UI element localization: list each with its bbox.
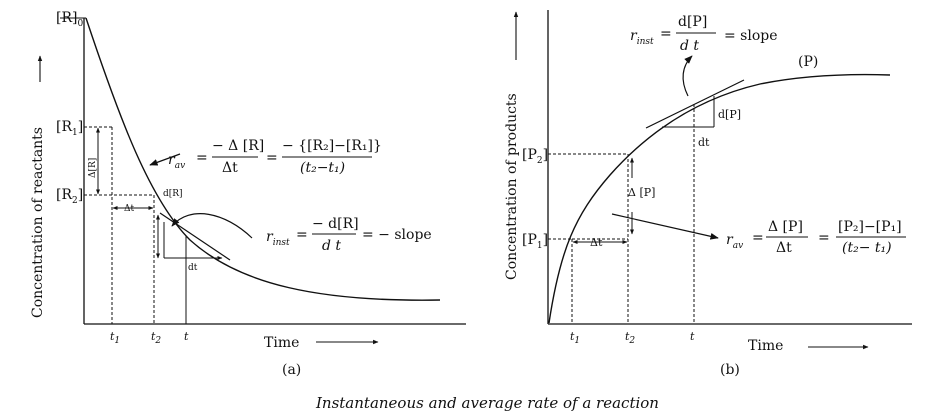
figure-caption: Instantaneous and average rate of a reac… <box>315 394 659 412</box>
reactant-curve <box>85 17 441 301</box>
r-av-eq: = <box>752 230 764 246</box>
dt-label: dt <box>188 263 198 273</box>
y-axis-title: Concentration of reactants <box>30 127 46 318</box>
r-av-numerator2: [P₂]−[P₁] <box>838 219 902 235</box>
r-av-denominator: Δt <box>776 240 792 256</box>
p2-label: [P2] <box>522 147 548 166</box>
r-inst-result: = slope <box>724 28 778 44</box>
r-av-numerator: − Δ [R] <box>212 138 264 154</box>
dp-label: d[P] <box>718 108 741 121</box>
tangent-line <box>159 212 231 261</box>
r-inst-result: = − slope <box>362 227 432 243</box>
r-inst-numerator: d[P] <box>678 14 707 30</box>
r-inst-pointer <box>171 213 253 239</box>
r-av-eq2: = <box>818 230 830 246</box>
t2-label: t2 <box>625 330 635 346</box>
product-curve <box>548 73 891 324</box>
t1-label: t1 <box>570 330 580 346</box>
delta-t-label: Δt <box>124 204 134 214</box>
dt-label: dt <box>698 136 710 149</box>
r-av-symbol: rav <box>726 232 743 251</box>
r-av-eq: = <box>196 150 208 166</box>
x-axis-title: Time <box>748 338 783 354</box>
r-inst-formula: rinst = d[P] d t = slope <box>630 14 778 54</box>
delta-t-label: Δt <box>590 236 603 249</box>
panel-a: [R]0 [R1] [R2] Δ[R] Δt d[R] dt Concentra… <box>30 10 466 378</box>
r-av-formula: rav = Δ [P] Δt = [P₂]−[P₁] (t₂− t₁) <box>726 219 906 256</box>
r-inst-numerator: − d[R] <box>312 216 359 232</box>
r-inst-eq: = <box>296 227 308 243</box>
r-av-numerator2: − {[R₂]−[R₁]} <box>282 138 382 154</box>
delta-r-label: Δ[R] <box>88 158 98 178</box>
tangent-line <box>645 79 745 129</box>
r-av-denominator2: (t₂− t₁) <box>842 240 892 256</box>
t-label: t <box>690 330 695 343</box>
r-inst-pointer <box>682 55 693 97</box>
t1-label: t1 <box>110 330 120 346</box>
t-label: t <box>184 330 189 343</box>
t2-label: t2 <box>151 330 161 346</box>
x-axis-title: Time <box>264 335 299 351</box>
r-av-pointer <box>611 213 719 240</box>
panel-a-label: (a) <box>282 362 301 378</box>
dr-label: d[R] <box>163 189 183 199</box>
r2-label: [R2] <box>56 187 83 206</box>
r-inst-symbol: rinst <box>630 28 654 47</box>
r-av-pointer <box>149 153 181 166</box>
y-axis-title: Concentration of products <box>504 93 520 280</box>
r-inst-symbol: rinst <box>266 229 290 248</box>
r-inst-formula: rinst = − d[R] d t = − slope <box>266 216 432 254</box>
panel-b: [P2] [P1] Δt Δ [P] d[P] dt (P) Concentra… <box>504 10 912 378</box>
r-av-denominator2: (t₂−t₁) <box>300 160 345 176</box>
r-av-denominator: Δt <box>222 160 238 176</box>
r-av-eq2: = <box>266 150 278 166</box>
curve-label: (P) <box>798 54 818 70</box>
r-av-numerator: Δ [P] <box>768 219 803 235</box>
r-av-formula: rav = − Δ [R] Δt = − {[R₂]−[R₁]} (t₂−t₁) <box>168 138 382 176</box>
delta-p-label: Δ [P] <box>628 186 655 199</box>
panel-b-label: (b) <box>720 362 740 378</box>
r0-label: [R]0 <box>56 10 83 29</box>
r-inst-denominator: d t <box>322 238 341 254</box>
r-inst-denominator: d t <box>680 38 699 54</box>
p1-label: [P1] <box>522 232 548 251</box>
r-av-symbol: rav <box>168 152 185 171</box>
r1-label: [R1] <box>56 119 83 138</box>
r-inst-eq: = <box>660 26 672 42</box>
